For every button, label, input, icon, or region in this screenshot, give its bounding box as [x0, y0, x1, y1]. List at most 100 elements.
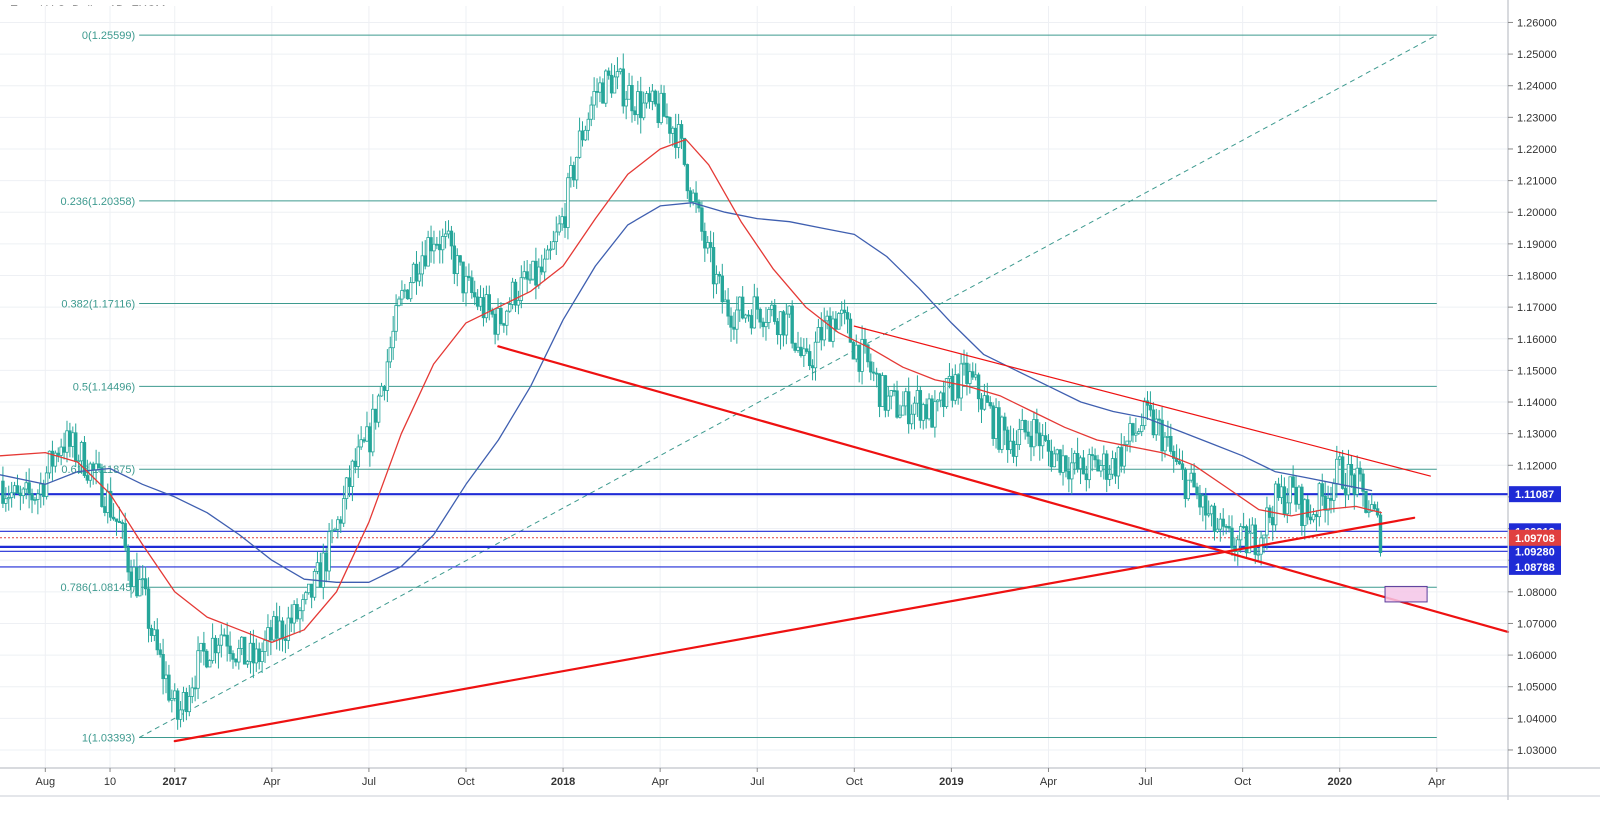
price-tick-label: 1.03000: [1517, 745, 1557, 757]
candle-body: [446, 230, 451, 235]
candle-body: [62, 446, 66, 453]
candle: [1215, 517, 1220, 534]
candle-body: [65, 430, 69, 453]
candle-body: [729, 315, 733, 328]
candle-body: [330, 530, 334, 533]
candle: [936, 399, 940, 412]
candle: [242, 636, 247, 665]
candle-body: [630, 85, 634, 112]
candle-body: [813, 341, 818, 369]
candle: [1177, 448, 1182, 465]
candle-body: [114, 518, 119, 522]
candle: [470, 270, 474, 299]
candle: [1064, 454, 1068, 478]
candle-body: [9, 492, 14, 498]
level-badge-bg: [1509, 543, 1561, 560]
candle-body: [36, 493, 40, 500]
candle-body: [301, 599, 305, 612]
candle-body: [242, 636, 247, 665]
candle: [27, 468, 31, 509]
candle-body: [1241, 526, 1246, 528]
candle: [1172, 445, 1176, 473]
candle-body: [499, 308, 503, 325]
candle: [802, 338, 806, 367]
candle: [356, 434, 360, 479]
candle-body: [1320, 483, 1324, 497]
candle-body: [1201, 495, 1205, 508]
candle: [1, 466, 5, 508]
candle-body: [950, 375, 955, 401]
candle: [1105, 450, 1109, 493]
price-tick-label: 1.17000: [1517, 302, 1557, 314]
candle: [682, 137, 687, 167]
candle: [679, 120, 684, 149]
candle-body: [382, 386, 387, 391]
candle-body: [528, 278, 532, 281]
candle-body: [965, 362, 969, 384]
candle-body: [563, 216, 567, 228]
candle-body: [475, 296, 480, 307]
candle-body: [959, 363, 963, 399]
candle-body: [1029, 435, 1033, 448]
time-tick-label: Jul: [750, 776, 764, 788]
candle-body: [7, 497, 11, 500]
candle: [467, 263, 471, 281]
candle: [930, 395, 934, 428]
candle: [551, 230, 556, 250]
candle-body: [636, 91, 640, 116]
candle-body: [15, 485, 20, 494]
candle: [487, 285, 491, 321]
price-tick-label: 1.12000: [1517, 460, 1557, 472]
candle-body: [408, 282, 413, 300]
candle-body: [991, 405, 995, 439]
candle-body: [837, 313, 841, 330]
candle: [880, 372, 885, 407]
candle: [735, 296, 739, 344]
candle-body: [1102, 453, 1106, 466]
candle-body: [295, 604, 299, 620]
candle: [1148, 391, 1153, 417]
candle-body: [1128, 423, 1132, 442]
candle-body: [117, 520, 122, 523]
price-tick-label: 1.13000: [1517, 429, 1557, 441]
candle-body: [752, 296, 757, 329]
candle-body: [665, 115, 669, 118]
time-tick-label: Oct: [457, 776, 474, 788]
candle-body: [312, 570, 317, 598]
candle-body: [548, 248, 553, 251]
candle-body: [438, 244, 442, 251]
candle-body: [720, 275, 724, 303]
time-tick-label: Apr: [1428, 776, 1445, 788]
candle: [231, 650, 235, 669]
current-price-badge: 1.09708: [1509, 529, 1561, 546]
candle: [1378, 511, 1383, 557]
candle-body: [758, 308, 762, 323]
candle: [371, 394, 375, 457]
candle-body: [962, 362, 966, 365]
price-tick-label: 1.19000: [1517, 239, 1557, 251]
candle: [703, 222, 707, 262]
candle-body: [327, 531, 331, 572]
candle: [545, 245, 550, 260]
candle-body: [601, 82, 605, 104]
candle: [513, 278, 518, 313]
candle-body: [1026, 431, 1030, 437]
time-tick-label: Jul: [362, 776, 376, 788]
candle-body: [39, 483, 43, 495]
candle-body: [167, 674, 171, 701]
candle: [114, 518, 119, 536]
candle-body: [164, 674, 168, 680]
candle-body: [1157, 418, 1161, 421]
candle: [1169, 423, 1173, 455]
candle-body: [877, 373, 882, 407]
candle: [1107, 465, 1112, 487]
level-badge: 1.08788: [1509, 558, 1561, 575]
candle-body: [1003, 416, 1007, 431]
candle: [740, 286, 745, 320]
candle-body: [904, 391, 908, 407]
candle: [566, 172, 570, 240]
candle: [388, 336, 392, 369]
price-tick-label: 1.06000: [1517, 650, 1557, 662]
candle-body: [365, 426, 369, 442]
